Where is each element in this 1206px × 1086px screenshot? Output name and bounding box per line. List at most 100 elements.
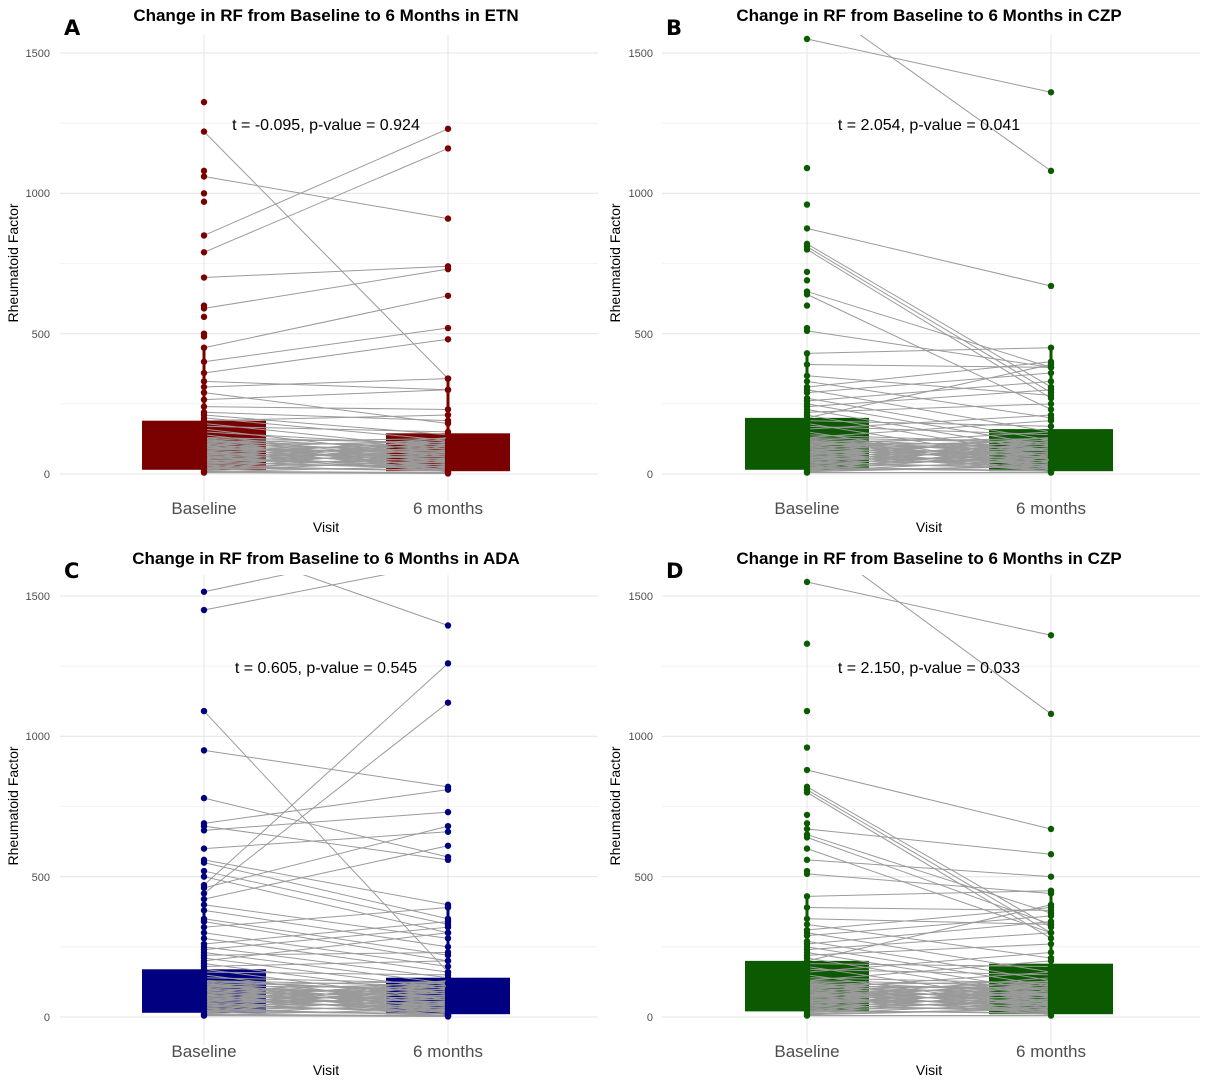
data-point (444, 428, 452, 436)
data-point (1047, 378, 1055, 385)
paired-line (203, 437, 449, 450)
data-point (200, 884, 208, 892)
data-point (803, 225, 811, 232)
data-point (444, 324, 452, 332)
data-point (1047, 462, 1055, 469)
x-tick-label: Baseline (774, 1042, 839, 1061)
paired-line (806, 243, 1052, 388)
data-point (803, 825, 811, 833)
data-point (1047, 423, 1055, 430)
plot-area (662, 35, 1200, 502)
paired-line (806, 828, 1052, 855)
paired-line (203, 980, 449, 993)
paired-line (203, 378, 449, 388)
paired-line (203, 951, 449, 956)
paired-line (203, 862, 449, 920)
data-point (803, 302, 811, 309)
data-point (444, 1013, 452, 1020)
panel-tag: D (666, 559, 683, 583)
paired-line (806, 989, 1052, 1014)
data-point (200, 929, 208, 936)
y-tick-label: 1000 (26, 731, 50, 743)
paired-line (203, 918, 449, 956)
data-point (200, 827, 208, 834)
data-point (200, 895, 208, 903)
x-tick-label: 6 months (413, 1042, 483, 1061)
paired-line (806, 291, 1052, 368)
data-point (803, 870, 811, 878)
data-point (444, 406, 452, 413)
data-point (200, 198, 208, 205)
data-point (1047, 929, 1055, 936)
data-point (444, 828, 452, 835)
data-point (444, 292, 452, 299)
data-point (803, 744, 811, 751)
panel-title: Change in RF from Baseline to 6 Months i… (736, 549, 1121, 568)
data-point (803, 361, 811, 368)
x-tick-label: 6 months (1016, 499, 1086, 518)
data-point (803, 856, 811, 864)
paired-line (806, 918, 1052, 925)
paired-line (806, 943, 1052, 956)
panel-title: Change in RF from Baseline to 6 Months i… (133, 6, 518, 25)
data-point (1047, 434, 1055, 441)
paired-line (203, 749, 449, 788)
data-point (1047, 392, 1055, 399)
data-point (1047, 996, 1055, 1004)
x-axis-label: Visit (916, 1062, 942, 1078)
data-point (444, 963, 452, 970)
data-point (444, 929, 452, 936)
y-tick-label: 0 (647, 469, 653, 481)
panel-tag: B (666, 16, 682, 40)
paired-line (806, 915, 1052, 937)
paired-line (806, 907, 1052, 931)
data-point (1047, 1005, 1055, 1012)
data-point (444, 453, 452, 461)
paired-line (203, 338, 449, 374)
data-point (200, 190, 208, 197)
data-point (200, 396, 208, 403)
paired-line (203, 1009, 449, 1015)
data-point (803, 35, 811, 43)
y-tick-label: 500 (32, 329, 50, 341)
data-point (200, 98, 208, 106)
data-point (444, 822, 452, 830)
x-tick-label: 6 months (413, 499, 483, 518)
paired-line (806, 403, 1052, 413)
paired-line (203, 438, 449, 457)
data-point (1047, 453, 1055, 461)
t-test-annotation: t = 0.605, p-value = 0.545 (235, 660, 417, 677)
data-point (444, 988, 452, 995)
data-point (444, 943, 452, 951)
data-point (803, 811, 811, 819)
paired-line (203, 440, 449, 469)
x-axis-label: Visit (313, 1062, 339, 1078)
paired-line (806, 420, 1052, 427)
paired-line (806, 963, 1052, 967)
paired-line (203, 389, 449, 401)
paired-line (203, 907, 449, 928)
data-point (200, 747, 208, 754)
paired-line (203, 128, 449, 236)
data-point (200, 389, 208, 396)
paired-line (859, 35, 1052, 172)
data-point (803, 201, 811, 208)
paired-line (806, 994, 1052, 1016)
data-point (803, 291, 811, 298)
paired-line (203, 989, 449, 1014)
data-point (200, 333, 208, 340)
data-point (1047, 851, 1055, 858)
paired-line (203, 982, 449, 1006)
data-point (803, 834, 811, 841)
paired-line (806, 980, 1052, 993)
paired-line (203, 327, 449, 363)
y-tick-label: 0 (44, 1012, 50, 1024)
paired-line (203, 937, 449, 973)
data-point (200, 588, 208, 595)
data-point (803, 915, 811, 922)
paired-line (203, 789, 449, 824)
paired-line (806, 904, 1052, 962)
paired-line (203, 295, 449, 349)
data-point (803, 921, 811, 928)
paired-line (806, 330, 1052, 368)
